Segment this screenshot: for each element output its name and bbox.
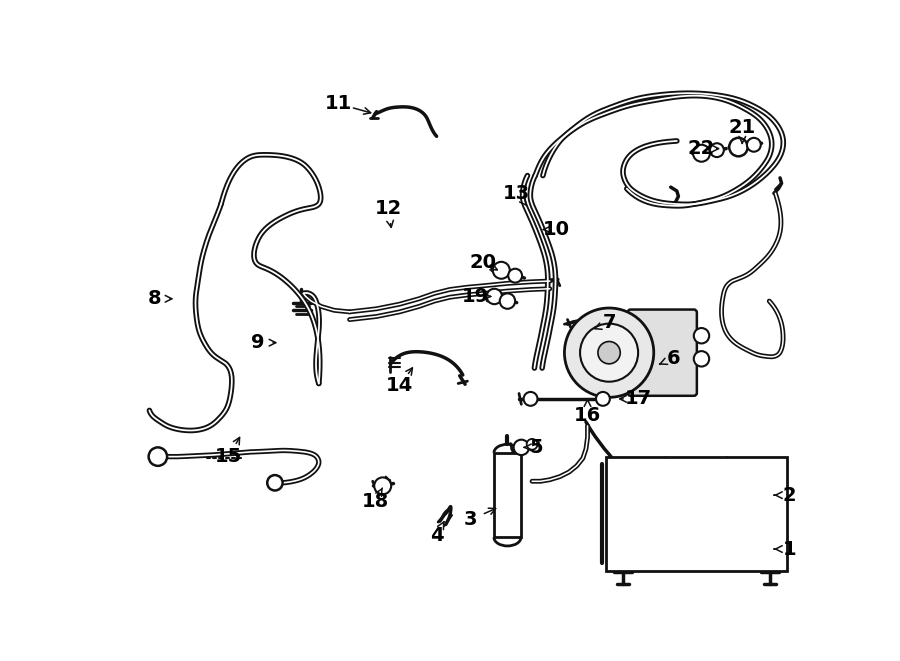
Circle shape bbox=[564, 308, 653, 397]
Circle shape bbox=[694, 328, 709, 344]
Text: 21: 21 bbox=[729, 118, 756, 137]
Circle shape bbox=[693, 145, 710, 162]
Circle shape bbox=[598, 342, 620, 364]
Circle shape bbox=[524, 392, 537, 406]
Text: 13: 13 bbox=[503, 184, 530, 203]
Text: 8: 8 bbox=[148, 290, 162, 308]
Text: 20: 20 bbox=[469, 253, 496, 272]
Text: 14: 14 bbox=[386, 376, 413, 395]
FancyBboxPatch shape bbox=[627, 309, 697, 396]
Text: 2: 2 bbox=[782, 486, 796, 504]
Circle shape bbox=[508, 269, 522, 283]
Circle shape bbox=[710, 143, 724, 157]
Text: 4: 4 bbox=[430, 525, 444, 545]
Circle shape bbox=[487, 289, 502, 304]
Circle shape bbox=[694, 351, 709, 367]
Text: 15: 15 bbox=[215, 447, 242, 466]
Circle shape bbox=[526, 439, 537, 449]
Circle shape bbox=[514, 440, 529, 455]
Text: 10: 10 bbox=[543, 220, 570, 239]
Text: 5: 5 bbox=[530, 438, 544, 457]
Bar bbox=[606, 457, 787, 570]
Text: 7: 7 bbox=[603, 313, 616, 332]
Text: 22: 22 bbox=[688, 139, 716, 158]
Circle shape bbox=[148, 447, 167, 466]
Text: 16: 16 bbox=[574, 406, 601, 424]
Circle shape bbox=[493, 262, 509, 279]
Circle shape bbox=[374, 477, 392, 494]
Circle shape bbox=[580, 324, 638, 381]
Text: 17: 17 bbox=[625, 389, 652, 408]
Text: 6: 6 bbox=[667, 348, 680, 368]
Text: 9: 9 bbox=[251, 333, 265, 352]
Text: 1: 1 bbox=[782, 539, 796, 559]
Circle shape bbox=[500, 293, 515, 309]
Text: 18: 18 bbox=[362, 492, 389, 511]
Text: 3: 3 bbox=[464, 510, 477, 529]
Text: 12: 12 bbox=[374, 199, 401, 218]
Circle shape bbox=[729, 138, 748, 156]
Circle shape bbox=[747, 138, 760, 152]
Circle shape bbox=[267, 475, 283, 490]
Text: 11: 11 bbox=[325, 95, 353, 114]
Circle shape bbox=[596, 392, 610, 406]
Text: 19: 19 bbox=[462, 287, 489, 306]
Bar bbox=[494, 453, 521, 537]
